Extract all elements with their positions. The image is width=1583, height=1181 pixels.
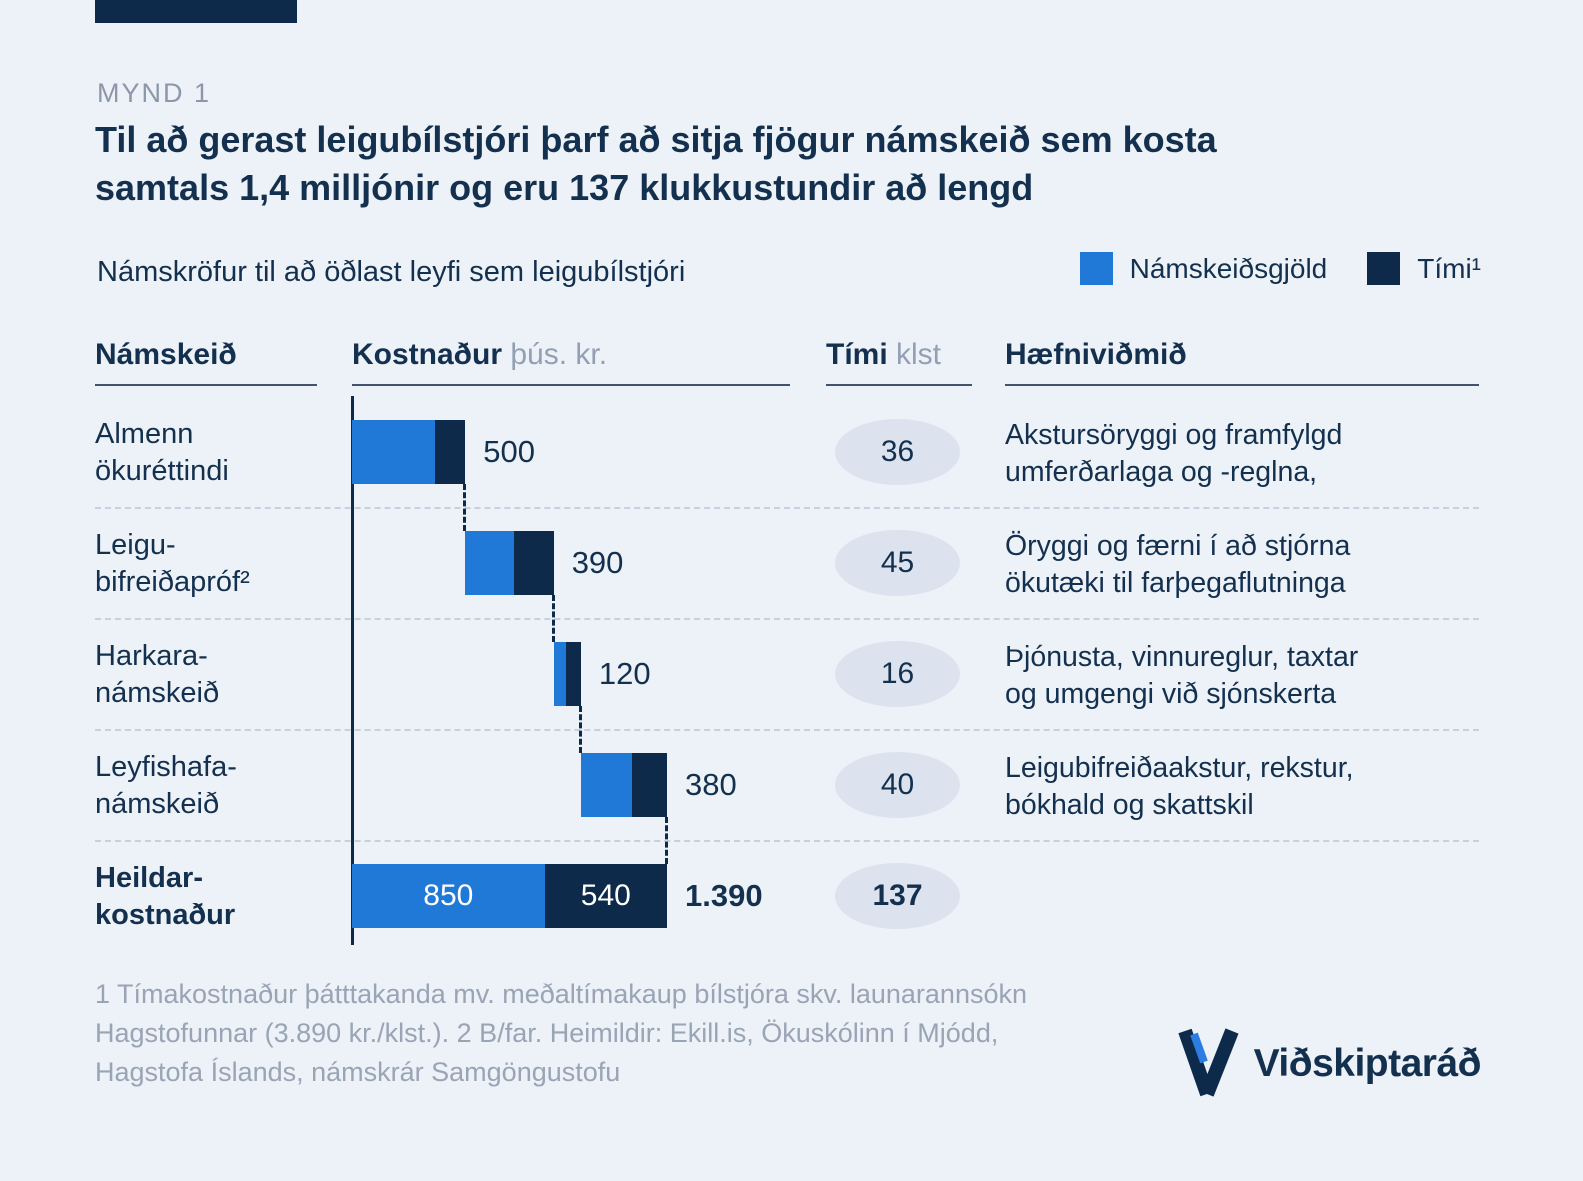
hours-value: 45	[880, 546, 915, 579]
fee-bar-segment: 850	[352, 864, 545, 928]
total-row-name: Heildar- kostnaður	[95, 862, 236, 931]
cost-value-label: 120	[598, 656, 651, 691]
cost-bar	[352, 420, 466, 484]
waterfall-connector	[578, 706, 582, 753]
brand-logo: Viðskiptaráð	[1176, 1028, 1482, 1100]
column-header-cost-label: Kostnaður	[352, 338, 502, 371]
fee-bar-segment	[580, 753, 632, 817]
legend-item-time: Tími¹	[1367, 252, 1481, 285]
column-header-cost: Kostnaður þús. kr.	[352, 338, 607, 372]
fee-bar-segment	[352, 420, 435, 484]
chart-subtitle: Námskröfur til að öðlast leyfi sem leigu…	[97, 256, 686, 288]
time-bar-segment	[631, 753, 667, 817]
column-header-criteria: Hæfniviðmið	[1005, 338, 1187, 372]
cost-bar	[553, 642, 581, 706]
header-rule-criteria	[1005, 384, 1479, 386]
time-bar-segment	[514, 531, 554, 595]
brand-wordmark: Viðskiptaráð	[1253, 1042, 1482, 1085]
figure-title: Til að gerast leigubílstjóri þarf að sit…	[95, 119, 1217, 208]
column-header-cost-unit: þús. kr.	[502, 338, 608, 371]
hours-value: 137	[872, 879, 923, 912]
time-bar-segment: 540	[544, 864, 667, 928]
time-total-label: 540	[580, 879, 631, 912]
fee-bar-segment	[553, 642, 567, 706]
row-separator	[95, 507, 1479, 509]
time-bar-segment	[566, 642, 581, 706]
total-hours-pill: 137	[835, 863, 960, 929]
criteria-text: Leigubifreiðaakstur, rekstur, bókhald og…	[1005, 752, 1354, 821]
waterfall-connector	[665, 817, 668, 864]
hours-value: 36	[880, 435, 915, 468]
column-header-time: Tími klst	[826, 338, 941, 372]
cost-bar	[580, 753, 667, 817]
top-brand-bar	[95, 0, 297, 23]
hours-value: 16	[880, 657, 915, 690]
course-name: Leyfishafa- námskeið	[95, 751, 237, 820]
footnote: 1 Tímakostnaður þátttakanda mv. meðaltím…	[95, 979, 1027, 1087]
column-header-course: Námskeið	[95, 338, 237, 372]
waterfall-connector	[551, 595, 555, 642]
criteria-text: Þjónusta, vinnureglur, taxtar og umgengi…	[1005, 641, 1359, 710]
figure-kicker: MYND 1	[97, 78, 212, 108]
header-rule-cost	[352, 384, 790, 386]
time-bar-segment	[434, 420, 466, 484]
hours-pill: 16	[835, 641, 960, 707]
header-rule-time	[826, 384, 972, 386]
cost-value-label: 500	[483, 434, 536, 469]
fees-swatch-icon	[1079, 252, 1113, 285]
hours-pill: 36	[835, 419, 960, 485]
cost-bar	[465, 531, 554, 595]
column-header-criteria-label: Hæfniviðmið	[1005, 338, 1187, 371]
column-header-course-label: Námskeið	[95, 338, 237, 371]
time-swatch-icon	[1367, 252, 1401, 285]
course-name: Leigu- bifreiðapróf²	[95, 529, 250, 598]
legend-item-fees: Námskeiðsgjöld	[1079, 252, 1328, 285]
course-name: Harkara- námskeið	[95, 640, 220, 709]
row-separator	[95, 840, 1479, 842]
cost-value-label: 380	[685, 767, 737, 802]
total-cost-bar: 850 540	[352, 864, 667, 928]
total-value-label: 1.390	[685, 878, 763, 913]
course-name: Almenn ökuréttindi	[95, 418, 229, 487]
criteria-text: Akstursöryggi og framfylgd umferðarlaga …	[1005, 419, 1343, 488]
criteria-text: Öryggi og færni í að stjórna ökutæki til…	[1005, 530, 1351, 599]
row-separator	[95, 618, 1479, 620]
waterfall-connector	[463, 484, 467, 531]
legend-fees-label: Námskeiðsgjöld	[1129, 252, 1328, 284]
hours-pill: 40	[835, 752, 960, 818]
chart-y-axis-line	[351, 396, 354, 945]
hours-pill: 45	[835, 530, 960, 596]
column-header-time-unit: klst	[887, 338, 942, 371]
vidskiptarad-logo-icon	[1176, 1028, 1240, 1100]
legend: Námskeiðsgjöld Tími¹	[1079, 252, 1481, 285]
legend-time-label: Tími¹	[1417, 252, 1481, 284]
hours-value: 40	[880, 768, 915, 801]
header-rule-course	[95, 384, 317, 386]
fee-bar-segment	[465, 531, 515, 595]
cost-value-label: 390	[571, 545, 624, 580]
fee-total-label: 850	[423, 879, 474, 912]
column-header-time-label: Tími	[826, 338, 888, 371]
row-separator	[95, 729, 1479, 731]
